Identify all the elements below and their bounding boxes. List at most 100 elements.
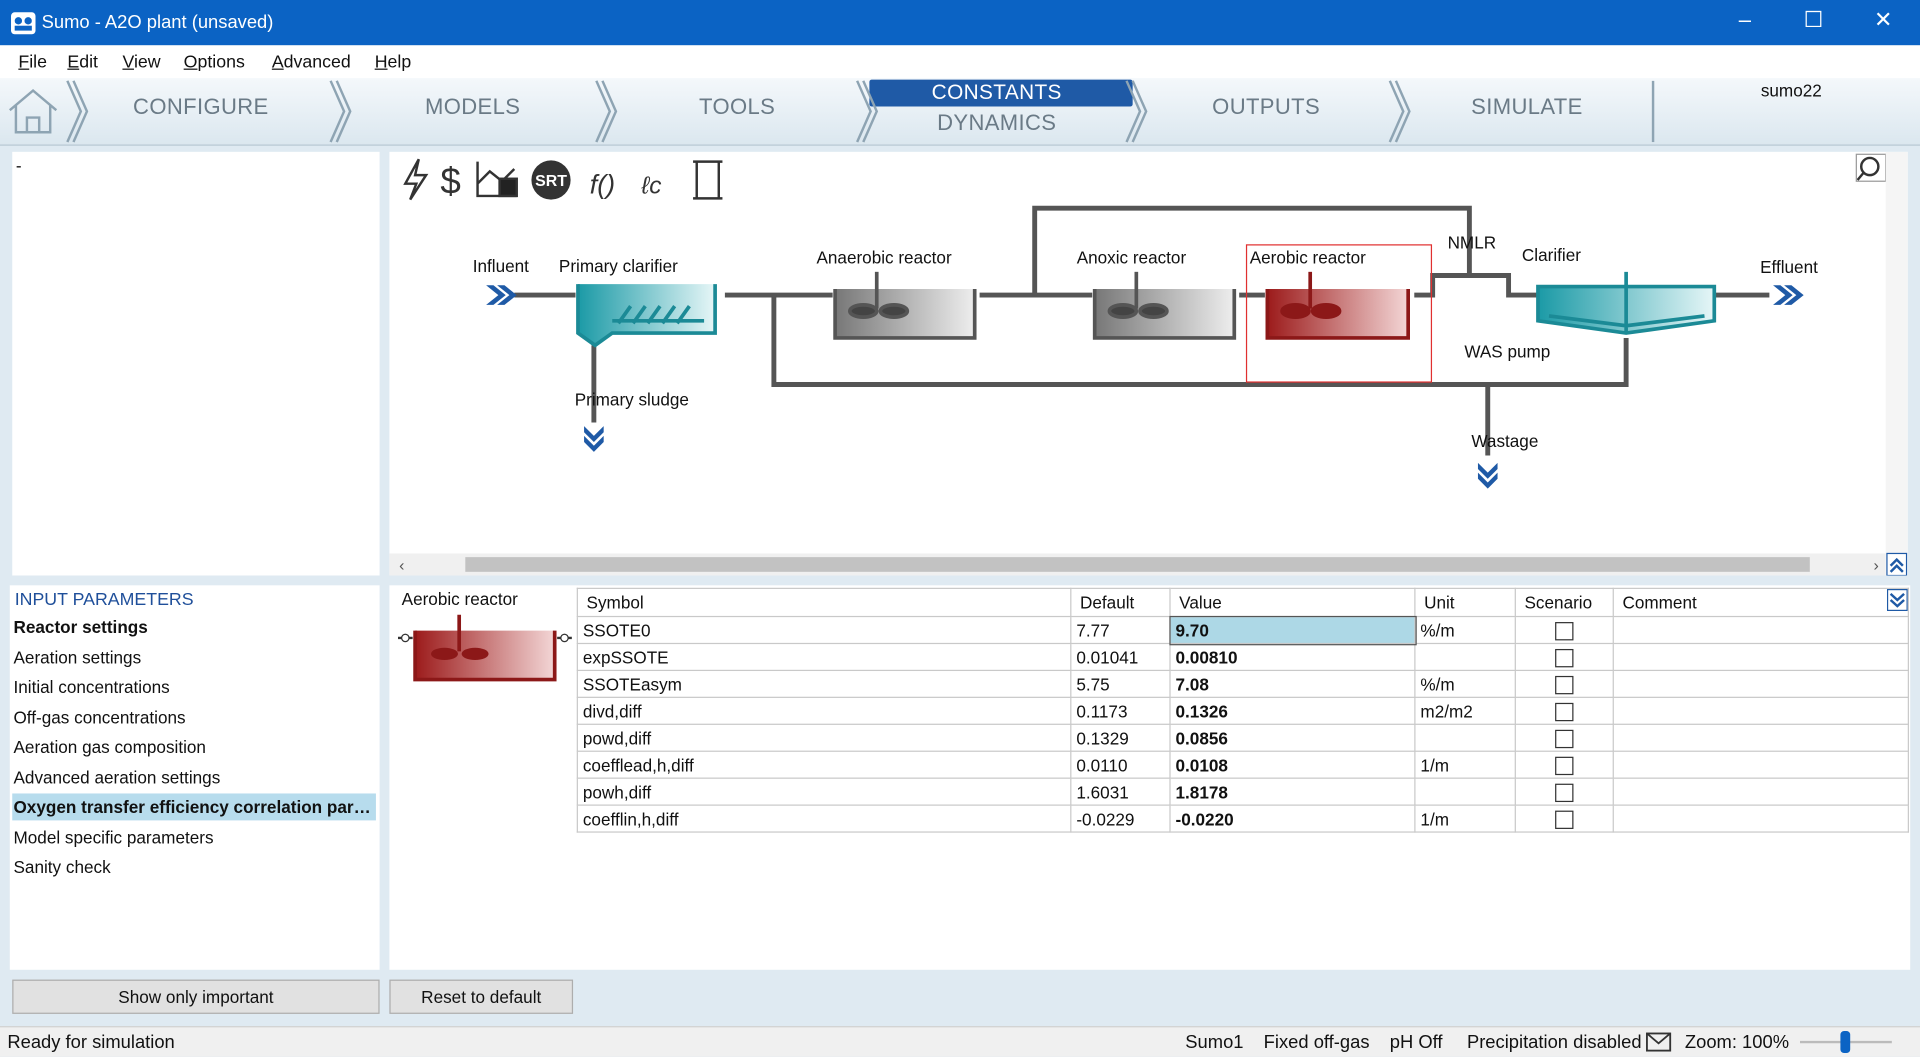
unit-label[interactable]: Primary clarifier [559,256,678,276]
cell-comment[interactable] [1612,804,1909,833]
tab[interactable]: TOOLS [699,94,776,119]
cell-comment[interactable] [1612,615,1909,645]
cell-value[interactable]: 0.00810 [1169,642,1416,672]
unit-label[interactable]: Effluent [1760,257,1818,277]
unit-label[interactable]: WAS pump [1464,342,1550,362]
close-button[interactable]: ✕ [1874,7,1893,32]
column-header[interactable]: Symbol [576,587,1072,618]
window-title: Sumo - A2O plant (unsaved) [41,12,274,34]
parameter-group[interactable]: Sanity check [13,857,111,877]
checkbox[interactable] [1555,729,1574,749]
tab[interactable]: DYNAMICS [937,110,1057,135]
cell-value[interactable]: 0.0856 [1169,723,1416,752]
tab[interactable]: SIMULATE [1471,94,1583,119]
diagram-panel [389,151,1908,576]
srt-icon-label[interactable]: SRT [535,173,567,190]
unit-label[interactable]: Influent [473,256,529,276]
parameter-group[interactable]: Model specific parameters [13,827,214,847]
parameter-group[interactable]: Advanced aeration settings [13,767,221,787]
menu-item[interactable]: File [18,52,47,73]
parameter-group[interactable]: Reactor settings [13,617,148,637]
parameter-group[interactable]: Off-gas concentrations [13,707,186,727]
cell-value[interactable]: 0.1326 [1169,696,1416,725]
parameter-group[interactable]: Aeration settings [13,647,142,667]
parameter-group[interactable]: Initial concentrations [13,677,170,697]
tab[interactable]: MODELS [425,94,521,119]
cell-symbol: SSOTE0 [576,615,1072,645]
unit-label[interactable]: Anaerobic reactor [816,247,951,267]
button[interactable]: Show only important [12,979,380,1014]
cell-unit: m2/m2 [1414,696,1516,725]
checkbox[interactable] [1555,648,1574,668]
menu-item[interactable]: Help [374,52,412,73]
checkbox[interactable] [1555,621,1574,641]
unit-label[interactable]: Clarifier [1522,245,1581,265]
parameter-group[interactable]: Aeration gas composition [13,737,206,757]
cell-comment[interactable] [1612,669,1909,698]
cell-scenario [1514,669,1614,698]
maximize-button[interactable]: ☐ [1803,7,1824,32]
menu-item[interactable]: View [122,52,161,73]
button[interactable]: Reset to default [389,979,574,1014]
checkbox[interactable] [1555,756,1574,775]
menu-item[interactable]: Advanced [271,52,351,73]
cell-value[interactable]: 1.8178 [1169,777,1416,806]
title-bar: Sumo - A2O plant (unsaved) – ☐ ✕ [0,0,1920,46]
column-header[interactable]: Comment [1612,587,1909,618]
cell-value[interactable]: 0.0108 [1169,750,1416,779]
cell-scenario [1514,723,1614,752]
unit-label[interactable]: NMLR [1448,233,1497,253]
cell-comment[interactable] [1612,642,1909,672]
column-header[interactable]: Value [1169,587,1416,618]
logo: sumo22 [1761,81,1822,101]
table-row: powh,diff 1.6031 1.8178 [576,777,1909,806]
column-header[interactable]: Scenario [1514,587,1614,618]
menu-item[interactable]: Edit [67,52,98,73]
parameter-group[interactable]: Oxygen transfer efficiency correlation p… [12,793,376,821]
status-item: pH Off [1389,1032,1443,1054]
cell-comment[interactable] [1612,723,1909,752]
zoom-slider[interactable] [1800,1030,1898,1054]
process-diagram: $ f() ℓc [389,151,1908,576]
checkbox[interactable] [1555,675,1574,695]
svg-text:‹: ‹ [399,558,404,575]
cell-unit: %/m [1414,615,1516,645]
svg-text:›: › [1873,558,1878,575]
cell-unit [1414,723,1516,752]
cell-default: 1.6031 [1070,777,1171,806]
mail-icon[interactable] [1646,1032,1673,1053]
cell-default: 7.77 [1070,615,1171,645]
cell-comment[interactable] [1612,750,1909,779]
cell-comment[interactable] [1612,777,1909,806]
column-header[interactable]: Unit [1414,587,1516,618]
cell-unit: 1/m [1414,750,1516,779]
unit-label[interactable]: Wastage [1471,431,1538,451]
checkbox[interactable] [1555,702,1574,722]
selected-unit: Aerobic reactor [401,588,518,609]
cell-symbol: expSSOTE [576,642,1072,672]
section-title: INPUT PARAMETERS [14,590,194,610]
unit-label[interactable]: Anoxic reactor [1077,247,1187,267]
minimize-button[interactable]: – [1738,7,1752,32]
tab-bar: CONFIGURE MODELS TOOLS CONSTANTS DYNAMICS OUT… [0,78,1920,146]
unit-icon [397,614,572,682]
tree-item[interactable]: - [15,155,22,176]
cell-value[interactable]: 7.08 [1169,669,1416,698]
cell-value[interactable]: -0.0220 [1169,804,1416,833]
menu-item[interactable]: Options [183,52,245,73]
cell-comment[interactable] [1612,696,1909,725]
unit-label[interactable]: Primary sludge [575,389,689,409]
tab[interactable]: OUTPUTS [1212,94,1321,119]
column-header[interactable]: Default [1070,587,1171,618]
cell-value[interactable]: 9.70 [1168,615,1417,645]
checkbox[interactable] [1555,783,1574,802]
table-row: coefflead,h,diff 0.0110 0.0108 1/m [576,750,1909,779]
unit-label[interactable]: Aerobic reactor [1250,247,1366,267]
logo-text: sumo [1760,80,1803,101]
checkbox[interactable] [1555,810,1574,829]
tab[interactable]: CONFIGURE [133,94,269,119]
collapse-icon[interactable] [1886,588,1908,612]
svg-text:ℓc: ℓc [640,172,661,199]
cell-default: 0.1329 [1070,723,1171,752]
tab[interactable]: CONSTANTS [931,80,1062,105]
